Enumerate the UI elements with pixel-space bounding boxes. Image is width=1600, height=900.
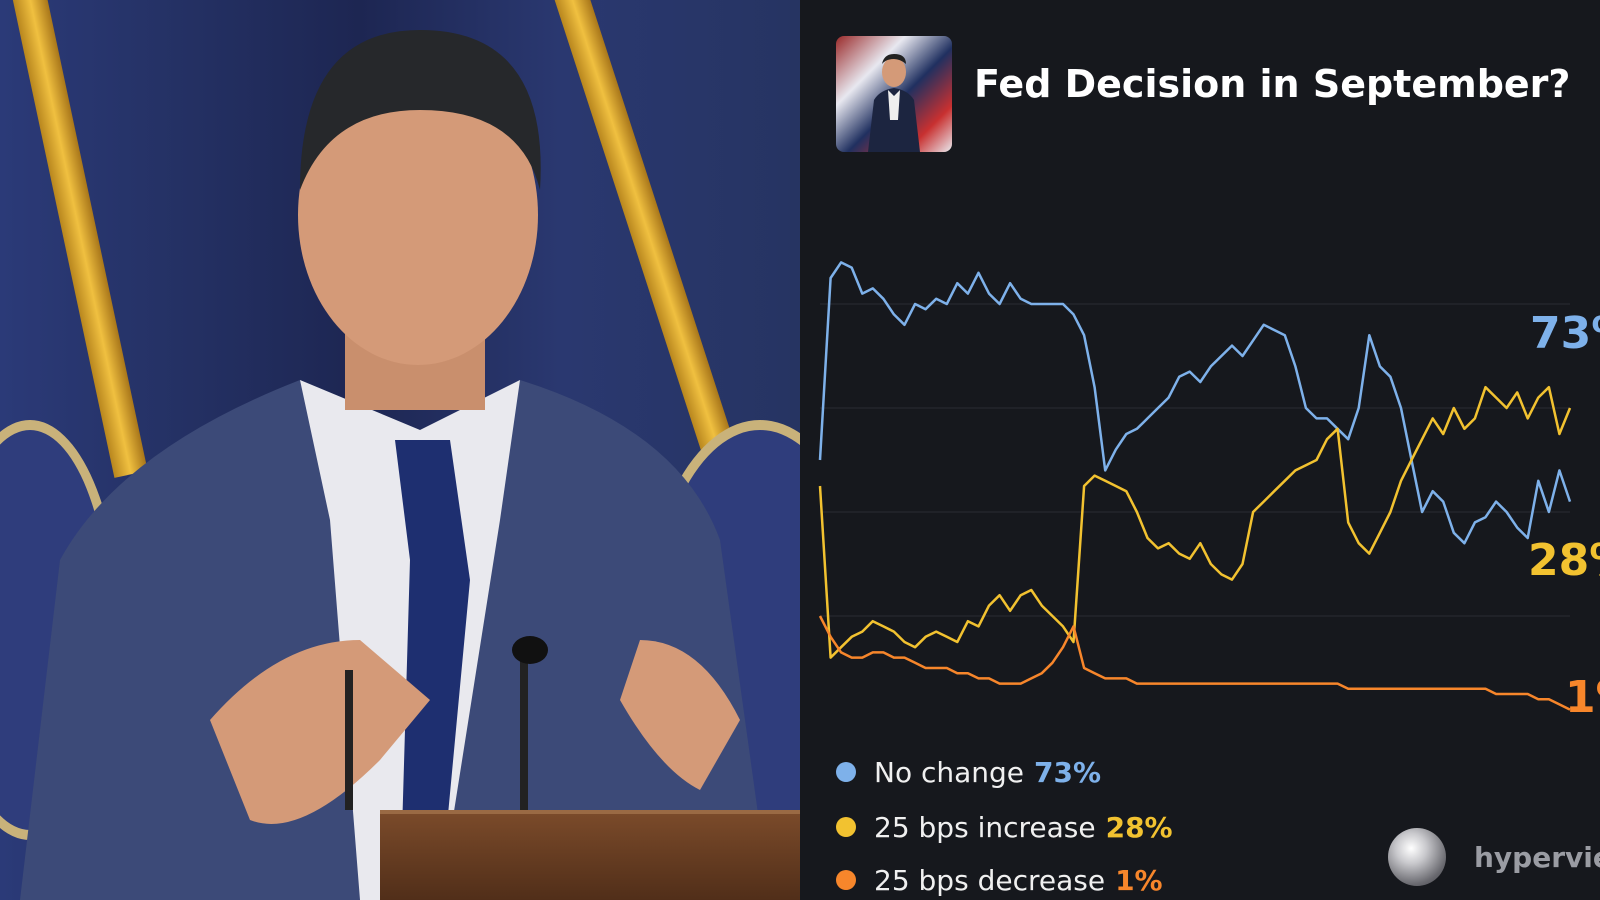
chart-title: Fed Decision in September? (974, 62, 1571, 106)
legend-label: No change (874, 755, 1025, 789)
chart-series (818, 261, 1572, 711)
podium (380, 810, 800, 900)
brand-watermark: hyperview (1388, 828, 1600, 886)
legend-label: 25 bps increase (874, 810, 1096, 844)
increase-dot-icon (836, 817, 856, 837)
chart-grid (820, 303, 1570, 617)
market-thumbnail (836, 36, 952, 152)
increase-end-label: 28% (1528, 535, 1600, 586)
no-change-end-label: 73% (1530, 308, 1600, 359)
brand-name: hyperview (1474, 840, 1600, 874)
legend-value: 73% (1034, 755, 1102, 789)
legend-value: 1% (1115, 863, 1163, 897)
legend-item-increase: 25 bps increase 28% (836, 807, 1173, 847)
legend-item-decrease: 25 bps decrease 1% (836, 860, 1163, 900)
decrease-dot-icon (836, 870, 856, 890)
decrease-end-label: 1% (1565, 672, 1600, 723)
speaker-photo (0, 0, 800, 900)
no-change-dot-icon (836, 762, 856, 782)
series-line-2 (818, 615, 1571, 711)
legend-label: 25 bps decrease (874, 863, 1106, 897)
probability-line-chart (818, 261, 1572, 711)
speaker-figure (20, 30, 770, 900)
legend-item-no-change: No change 73% (836, 752, 1101, 792)
series-line-0 (818, 261, 1572, 545)
series-line-1 (818, 385, 1572, 659)
legend-value: 28% (1105, 810, 1173, 844)
hyperview-logo-icon (1388, 828, 1446, 886)
